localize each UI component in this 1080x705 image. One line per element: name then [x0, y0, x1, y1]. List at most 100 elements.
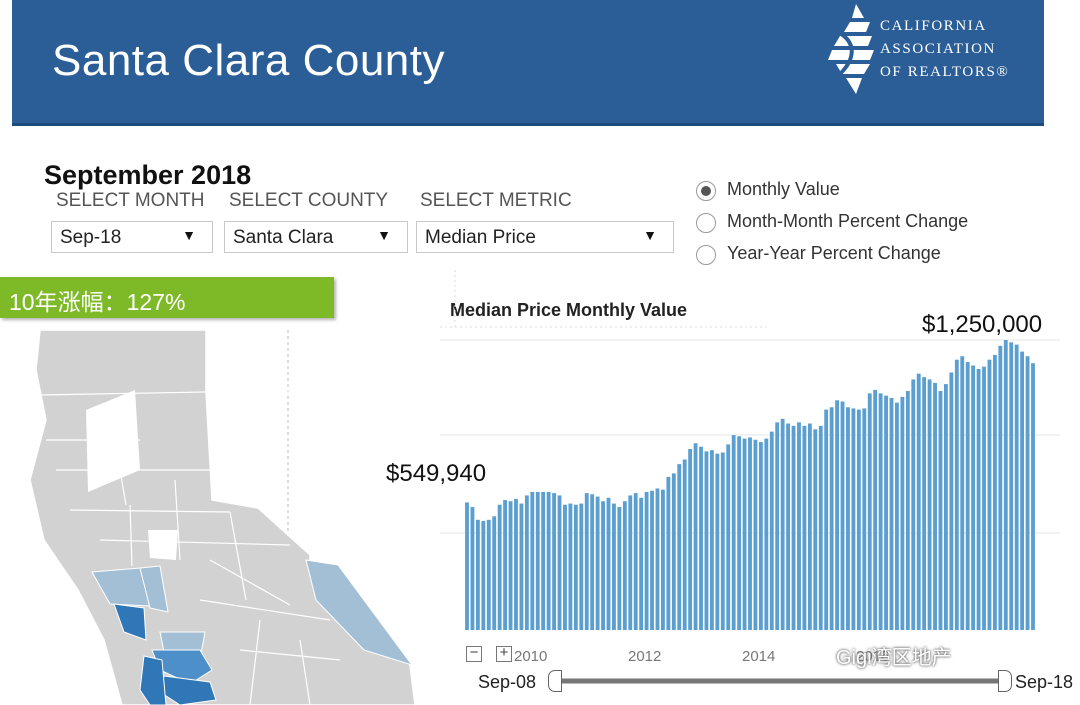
bar: [731, 435, 736, 630]
bar: [465, 502, 469, 630]
bar: [976, 369, 981, 630]
bar: [889, 398, 894, 630]
range-slider-end-handle[interactable]: [998, 670, 1012, 692]
chart-title: Median Price Monthly Value: [450, 300, 688, 320]
metric-value: Median Price: [425, 227, 536, 248]
bar: [851, 408, 856, 630]
bar: [987, 359, 992, 630]
x-tick-label: 2012: [628, 648, 662, 665]
radio-button[interactable]: [696, 213, 716, 233]
bar: [503, 500, 508, 630]
logo-text-line: ASSOCIATION: [880, 41, 996, 57]
bar: [911, 379, 916, 630]
bar: [905, 391, 910, 630]
bar: [666, 476, 671, 630]
annotation-start-value: $549,940: [386, 460, 487, 487]
bar: [470, 507, 475, 630]
california-county-map[interactable]: [0, 305, 430, 705]
bar: [884, 395, 888, 630]
radio-button[interactable]: [696, 245, 716, 265]
bar: [786, 423, 791, 630]
bar: [677, 464, 682, 630]
bar: [954, 359, 959, 630]
bar: [818, 425, 823, 630]
bar: [557, 495, 562, 630]
bar: [748, 437, 752, 630]
bar: [573, 504, 578, 630]
bar: [944, 384, 948, 630]
radio-button[interactable]: [696, 181, 716, 201]
bar: [916, 373, 921, 630]
bar: [644, 491, 649, 630]
bar: [655, 488, 660, 630]
bar: [671, 473, 676, 630]
county-dropdown[interactable]: Santa Clara ▼: [224, 221, 408, 253]
bar: [992, 355, 997, 630]
bar: [753, 439, 758, 630]
bar: [709, 450, 714, 630]
bar: [633, 493, 638, 630]
growth-banner-text: 10年涨幅：127%: [9, 289, 186, 315]
range-slider-start-handle[interactable]: [548, 670, 562, 692]
select-county-label: SELECT COUNTY: [229, 190, 389, 211]
bar: [846, 407, 850, 630]
select-month-label: SELECT MONTH: [56, 190, 205, 211]
car-logo-icon: [828, 4, 874, 94]
bar: [807, 423, 812, 630]
radio-label: Year-Year Percent Change: [727, 243, 941, 263]
bar: [737, 436, 742, 630]
metric-dropdown[interactable]: Median Price ▼: [416, 221, 674, 253]
zoom-in-button[interactable]: +: [496, 645, 512, 662]
county-marin: [113, 603, 147, 641]
period-heading: September 2018: [44, 160, 252, 190]
header-banner: Santa Clara County: [12, 0, 1044, 126]
logo-text-line: OF REALTORS®: [880, 64, 1010, 80]
range-end-label: Sep-18: [1015, 672, 1074, 692]
radio-label: Monthly Value: [727, 179, 840, 199]
map-region: [29, 329, 416, 705]
bar: [797, 422, 801, 630]
bar: [590, 494, 595, 630]
bar: [552, 493, 556, 630]
bar: [927, 379, 932, 630]
bar: [900, 396, 905, 630]
x-tick-label: 2016: [856, 648, 890, 665]
zoom-out-button[interactable]: −: [466, 645, 482, 662]
bar: [699, 446, 703, 630]
bar: [758, 442, 763, 630]
bar: [840, 401, 845, 630]
bar: [492, 516, 497, 630]
bar: [1009, 342, 1014, 630]
chevron-down-icon: ▼: [643, 227, 657, 243]
bar: [824, 409, 829, 630]
growth-banner: 10年涨幅：127%: [0, 277, 334, 318]
bar: [715, 453, 720, 630]
bar: [775, 422, 780, 630]
bar: [563, 504, 567, 630]
month-dropdown[interactable]: Sep-18 ▼: [51, 221, 213, 253]
bar: [813, 429, 818, 630]
bar: [835, 400, 839, 630]
bar: [791, 425, 796, 630]
bar: [481, 520, 486, 630]
bar: [862, 408, 867, 630]
bar: [639, 497, 644, 630]
bar: [612, 503, 616, 630]
bar: [949, 372, 954, 630]
bar: [1020, 351, 1025, 630]
x-tick-label: 2010: [514, 648, 548, 665]
map-region: [305, 559, 414, 666]
page-title: Santa Clara County: [52, 36, 445, 85]
logo-text-line: CALIFORNIA: [880, 18, 987, 34]
bar: [982, 366, 986, 630]
bar: [606, 497, 611, 630]
map-region: [86, 390, 140, 492]
bar: [971, 365, 976, 630]
bar: [541, 491, 546, 630]
bar: [688, 449, 693, 630]
bar: [1014, 344, 1019, 630]
bar: [998, 345, 1003, 630]
bar: [704, 451, 709, 630]
radio-label: Month-Month Percent Change: [727, 211, 969, 231]
bar: [720, 452, 725, 630]
